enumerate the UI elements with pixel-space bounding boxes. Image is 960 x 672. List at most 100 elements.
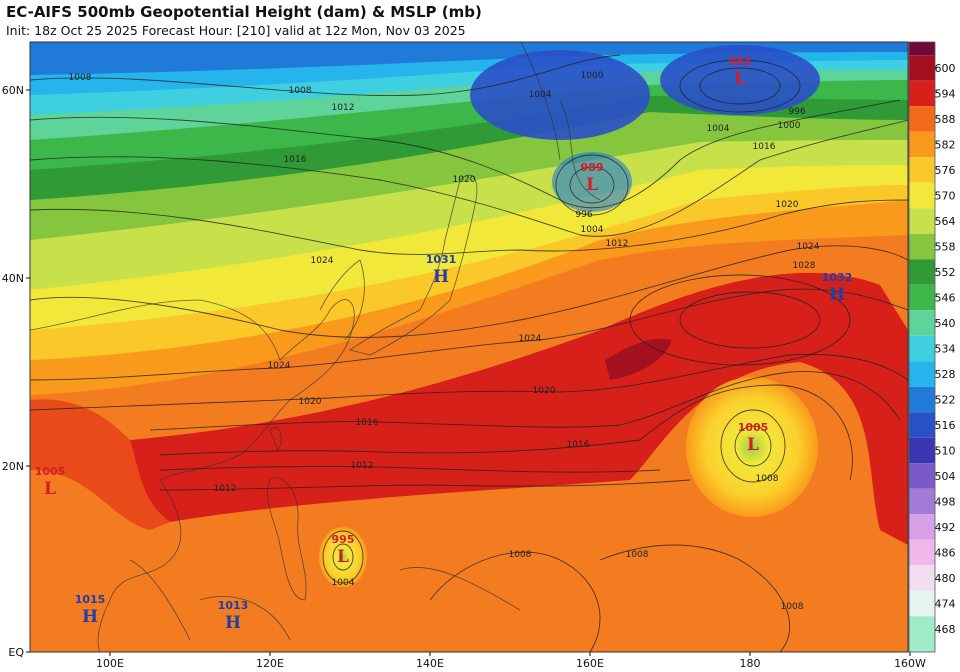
colorbar-label: 504	[935, 470, 956, 483]
colorbar-label: 528	[935, 368, 956, 381]
colorbar-label: 516	[935, 419, 956, 432]
colorbar-label: 564	[935, 215, 956, 228]
lat-label: EQ	[8, 646, 24, 659]
colorbar-swatch	[909, 412, 935, 438]
center-symbol: H	[82, 607, 98, 627]
isobar-label: 1004	[332, 578, 355, 588]
center-symbol: L	[586, 175, 598, 195]
colorbar-label: 540	[935, 317, 956, 330]
map-field: 1008 1008 1012 1016 1020 1024 1024 1020 1016 1012…	[30, 42, 908, 652]
colorbar-label: 552	[935, 266, 956, 279]
center-value: 1032	[822, 271, 853, 284]
center-symbol: L	[747, 435, 759, 455]
isobar-label: 1028	[793, 261, 816, 271]
isobar-label: 1012	[351, 461, 374, 471]
lat-label: 60N	[2, 84, 24, 97]
center-value: 1005	[35, 465, 66, 478]
colorbar-label: 492	[935, 521, 956, 534]
isobar-label: 1008	[69, 73, 92, 83]
colorbar-swatch	[909, 565, 935, 591]
colorbar-swatch	[909, 310, 935, 336]
colorbar-swatch	[909, 463, 935, 489]
colorbar-label: 576	[935, 164, 956, 177]
center-symbol: H	[225, 613, 241, 633]
isobar-label: 1008	[289, 86, 312, 96]
isobar-label: 1000	[778, 121, 801, 131]
lon-label: 120E	[256, 657, 284, 670]
colorbar-swatch	[909, 284, 935, 311]
isobar-label: 1016	[356, 418, 379, 428]
isobar-label: 1020	[299, 397, 322, 407]
center-symbol: H	[829, 285, 845, 305]
colorbar-swatch	[909, 80, 935, 107]
isobar-label: 1008	[626, 550, 649, 560]
colorbar-swatch	[909, 590, 935, 617]
colorbar-swatch	[909, 106, 935, 132]
colorbar-swatch	[909, 616, 935, 652]
colorbar-label: 498	[935, 496, 956, 509]
colorbar-label: 474	[935, 598, 956, 611]
colorbar-swatch	[909, 539, 935, 566]
colorbar-label: 588	[935, 113, 956, 126]
colorbar-swatch	[909, 514, 935, 540]
colorbar-swatch	[909, 131, 935, 158]
colorbar-label: 486	[935, 547, 956, 560]
isobar-label: 1004	[707, 124, 730, 134]
colorbar-label: 600	[935, 62, 956, 75]
isobar-label: 996	[788, 107, 805, 117]
isobar-label: 1000	[581, 71, 604, 81]
isobar-label: 1020	[453, 175, 476, 185]
center-value: 1015	[75, 593, 106, 606]
lat-label: 40N	[2, 272, 24, 285]
colorbar-swatch	[909, 488, 935, 515]
lon-label: 160W	[894, 657, 926, 670]
lon-label: 100E	[96, 657, 124, 670]
isobar-label: 1024	[797, 242, 820, 252]
colorbar-label: 468	[935, 623, 956, 636]
center-value: 1031	[426, 253, 457, 266]
center-symbol: L	[44, 479, 56, 499]
isobar-label: 1004	[529, 90, 552, 100]
center-value: 983	[729, 55, 752, 68]
colorbar-label: 510	[935, 445, 956, 458]
title: EC-AIFS 500mb Geopotential Height (dam) …	[6, 3, 482, 21]
colorbar-label: 480	[935, 572, 956, 585]
colorbar-label: 534	[935, 343, 956, 356]
colorbar-swatch	[909, 157, 935, 183]
center-value: 995	[332, 533, 355, 546]
coastlines	[30, 42, 601, 652]
colorbar-swatch	[909, 208, 935, 234]
colorbar-frame	[908, 41, 936, 653]
colorbar-label: 594	[935, 88, 956, 101]
colorbar-swatch	[909, 437, 935, 464]
colorbar-label: 570	[935, 190, 956, 203]
center-symbol: L	[734, 69, 746, 89]
colorbar-label: 582	[935, 139, 956, 152]
colorbar-swatch	[909, 182, 935, 209]
lon-label: 140E	[416, 657, 444, 670]
isobar-label: 1024	[268, 361, 291, 371]
isobars	[30, 54, 908, 652]
lon-label: 180	[740, 657, 761, 670]
isobar-label: 1020	[533, 386, 556, 396]
subtitle: Init: 18z Oct 25 2025 Forecast Hour: [21…	[6, 23, 466, 38]
isobar-label: 1008	[509, 550, 532, 560]
isobar-label: 1016	[753, 142, 776, 152]
lon-label: 160E	[576, 657, 604, 670]
colorbar-swatch	[909, 42, 935, 56]
isobar-label: 1016	[284, 155, 307, 165]
colorbar-swatch	[909, 361, 935, 387]
colorbar-swatch	[909, 386, 935, 413]
isobar-label: 1020	[776, 200, 799, 210]
isobar-label: 996	[575, 210, 592, 220]
colorbar-swatch	[909, 335, 935, 362]
lat-label: 20N	[2, 460, 24, 473]
colorbar-label: 558	[935, 241, 956, 254]
map-frame	[29, 41, 909, 653]
isobar-label: 1008	[781, 602, 804, 612]
isobar-label: 1016	[567, 440, 590, 450]
isobar-label: 1004	[581, 225, 604, 235]
colorbar-swatch	[909, 259, 935, 285]
center-symbol: L	[337, 547, 349, 567]
isobar-label: 1008	[756, 474, 779, 484]
